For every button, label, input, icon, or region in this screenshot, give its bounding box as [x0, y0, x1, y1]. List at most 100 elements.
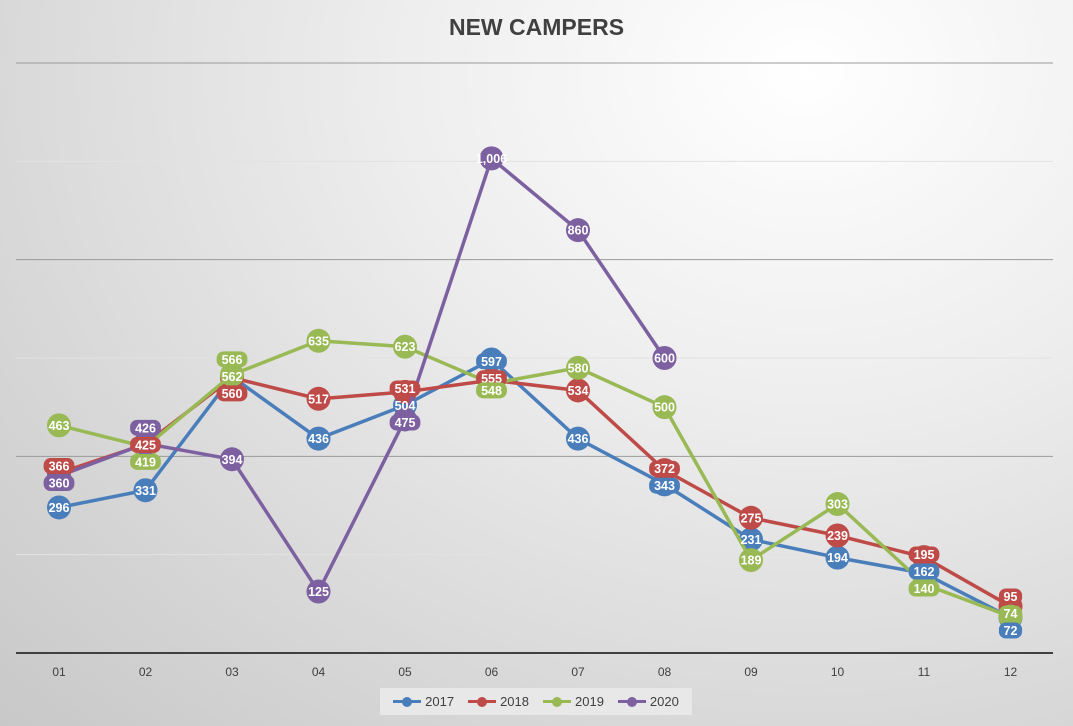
- data-point: [739, 505, 763, 530]
- data-label: 394: [222, 453, 243, 467]
- x-tick-label: 04: [312, 665, 326, 679]
- legend-item-2018: 2018: [468, 694, 529, 709]
- legend-marker-icon: [393, 696, 422, 707]
- legend-marker-icon: [468, 696, 497, 707]
- data-label-background: [43, 475, 75, 492]
- data-label-background: [476, 382, 507, 399]
- data-label: 231: [741, 533, 762, 547]
- legend-label: 2020: [649, 694, 679, 709]
- data-label: 531: [395, 382, 416, 396]
- series-line: [58, 375, 1012, 608]
- data-label: 860: [568, 224, 589, 238]
- data-point: [566, 218, 590, 243]
- data-label-background: [43, 458, 75, 475]
- x-tick-label: 10: [831, 665, 845, 679]
- legend-item-2017: 2017: [393, 694, 454, 709]
- data-label: 303: [827, 498, 848, 512]
- x-tick-label: 11: [918, 665, 931, 679]
- data-label: 635: [308, 334, 329, 348]
- data-label: 562: [222, 370, 243, 384]
- data-label: 623: [395, 340, 416, 354]
- data-label: 1,006: [476, 152, 507, 166]
- data-label-background: [216, 385, 248, 402]
- x-tick-label: 09: [744, 665, 758, 679]
- x-tick-label: 01: [52, 665, 66, 679]
- data-label: 125: [308, 585, 329, 599]
- data-label: 275: [741, 511, 762, 525]
- data-label: 74: [1004, 607, 1018, 621]
- legend-marker-icon: [543, 696, 571, 707]
- data-label-background: [908, 563, 940, 580]
- series-2019: [47, 328, 1023, 629]
- data-point: [739, 548, 763, 573]
- data-label: 463: [49, 419, 70, 433]
- data-label-background: [389, 380, 421, 397]
- x-tick-label: 02: [139, 665, 153, 679]
- data-label-background: [998, 588, 1023, 605]
- legend: 2017 2018 2019 2020: [380, 688, 692, 715]
- data-label: 534: [568, 384, 589, 398]
- data-label-background: [649, 460, 680, 477]
- data-label: 560: [222, 387, 243, 401]
- data-label: 426: [135, 421, 156, 435]
- data-point: [825, 523, 850, 548]
- data-label: 566: [222, 353, 243, 367]
- data-label: 72: [1004, 624, 1018, 638]
- data-label: 296: [49, 501, 70, 515]
- data-label: 140: [914, 582, 935, 596]
- legend-label: 2018: [500, 694, 529, 709]
- data-label-background: [476, 353, 507, 370]
- data-point: [306, 579, 331, 604]
- legend-label: 2017: [425, 694, 455, 709]
- data-point: [566, 426, 590, 451]
- data-label: 548: [481, 384, 502, 398]
- data-label-background: [216, 351, 248, 368]
- data-label: 500: [654, 401, 675, 415]
- data-point: [306, 328, 331, 353]
- data-label: 517: [308, 392, 329, 406]
- data-label-background: [130, 453, 161, 470]
- x-tick-label: 08: [658, 665, 672, 679]
- data-label-background: [649, 477, 680, 494]
- data-point: [220, 362, 244, 387]
- data-label: 189: [741, 554, 762, 568]
- data-point: [133, 478, 158, 503]
- data-point: [220, 447, 244, 472]
- data-label: 597: [481, 355, 502, 369]
- data-label: 425: [135, 438, 156, 452]
- data-label: 555: [481, 372, 502, 386]
- data-label: 366: [49, 460, 70, 474]
- data-label: 194: [827, 551, 848, 565]
- data-label: 580: [568, 361, 589, 375]
- data-point: [825, 545, 850, 570]
- data-label-background: [476, 370, 507, 387]
- data-label: 331: [135, 484, 156, 498]
- data-point: [393, 334, 417, 359]
- data-label-background: [998, 605, 1023, 622]
- data-label-background: [908, 546, 940, 563]
- legend-marker-icon: [617, 696, 646, 707]
- data-label: 343: [654, 479, 675, 493]
- data-label: 239: [827, 529, 848, 543]
- data-point: [306, 386, 331, 411]
- data-point: [306, 426, 331, 451]
- data-point: [47, 413, 71, 438]
- data-labels: 463 366 360 296 426 425 419 331 566 562 560 394 635 5…: [43, 152, 1023, 639]
- data-label: 195: [914, 548, 935, 562]
- data-label: 372: [654, 462, 675, 476]
- data-label: 162: [914, 565, 935, 579]
- data-label: 419: [135, 455, 156, 469]
- data-label-background: [908, 580, 940, 597]
- data-label: 436: [568, 432, 589, 446]
- data-label-background: [998, 622, 1023, 639]
- data-label: 360: [49, 477, 70, 491]
- legend-item-2020: 2020: [617, 694, 679, 709]
- series-line: [58, 339, 1012, 619]
- series-2018: [47, 365, 1023, 619]
- data-point: [566, 355, 590, 380]
- data-label-background: [130, 419, 161, 436]
- x-tick-label: 06: [485, 665, 499, 679]
- legend-label: 2019: [575, 694, 604, 709]
